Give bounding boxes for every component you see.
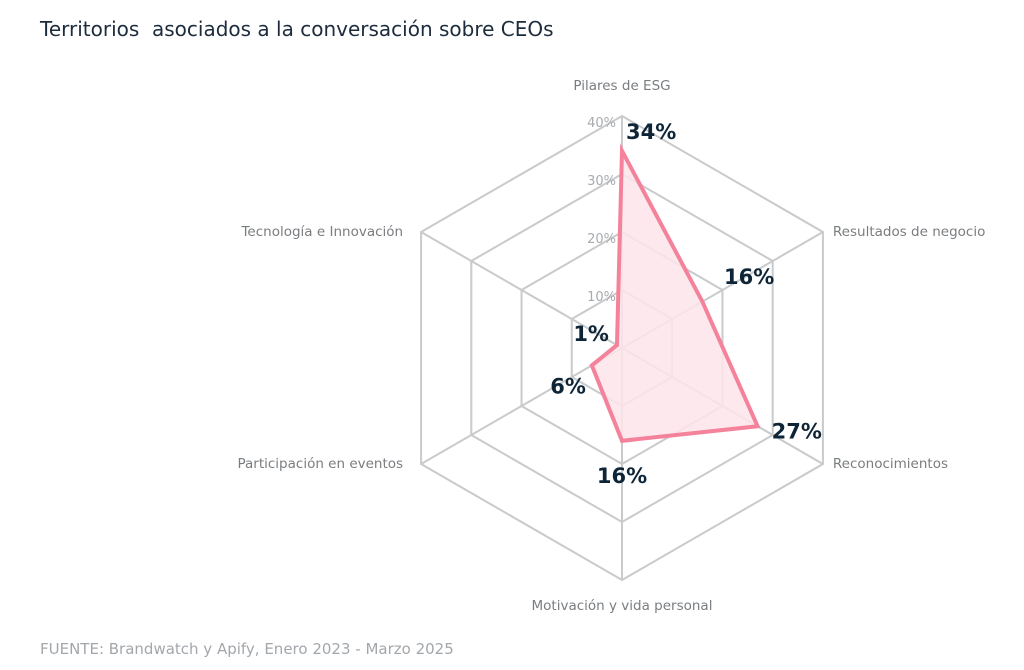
data-label: 34%: [626, 120, 676, 144]
grid-spoke: [420, 231, 623, 349]
data-label: 27%: [772, 419, 822, 443]
data-label: 1%: [573, 322, 609, 346]
category-label: Reconocimientos: [833, 456, 948, 472]
category-label: Participación en eventos: [237, 456, 403, 472]
chart-title: Territorios asociados a la conversación …: [40, 17, 554, 41]
tick-label: 30%: [587, 174, 616, 189]
category-label: Resultados de negocio: [833, 224, 985, 240]
data-label: 16%: [597, 464, 647, 488]
tick-label: 10%: [587, 290, 616, 305]
category-label: Tecnología e Innovación: [240, 224, 403, 240]
tick-label: 40%: [587, 116, 616, 131]
category-label: Pilares de ESG: [573, 78, 670, 94]
data-label: 6%: [550, 374, 586, 398]
data-series-polygon: [589, 143, 761, 443]
tick-label: 20%: [587, 232, 616, 247]
grid-spoke: [420, 347, 623, 465]
source-note: FUENTE: Brandwatch y Apify, Enero 2023 -…: [40, 640, 454, 658]
category-label: Motivación y vida personal: [532, 598, 713, 614]
data-label: 16%: [724, 265, 774, 289]
